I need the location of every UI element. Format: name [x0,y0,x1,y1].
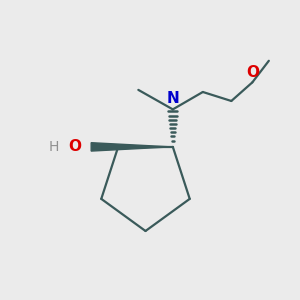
Text: O: O [68,140,81,154]
Text: N: N [167,91,179,106]
Text: O: O [246,65,259,80]
Polygon shape [91,143,171,151]
Text: H: H [49,140,59,154]
